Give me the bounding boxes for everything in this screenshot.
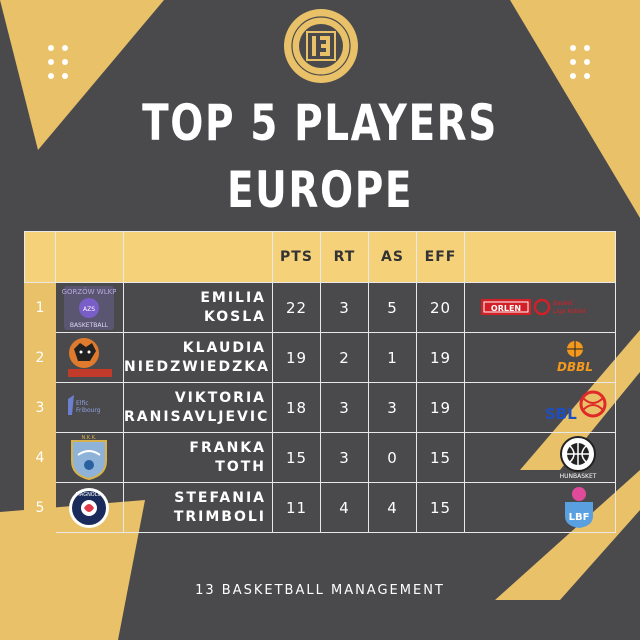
header-eff: EFF xyxy=(416,231,465,283)
pts-cell: 11 xyxy=(272,482,321,533)
title-line-2: EUROPE xyxy=(226,161,414,219)
svg-text:AZS: AZS xyxy=(83,306,95,313)
table-row: 1 GORZÓW WLKP AZS BASKETBALL EMILIA KOSL… xyxy=(24,282,616,333)
dbbl-logo: DBBL xyxy=(557,341,593,374)
svg-text:Liga Kobiet: Liga Kobiet xyxy=(553,308,587,315)
svg-text:N.K.K.: N.K.K. xyxy=(81,435,96,441)
header-blank xyxy=(123,231,273,283)
13-basketball-logo-icon xyxy=(284,9,358,83)
eff-cell: 20 xyxy=(416,282,465,333)
sbl-logo: SBL xyxy=(545,390,607,423)
rank-cell: 1 xyxy=(24,282,56,333)
as-cell: 1 xyxy=(368,332,417,383)
svg-text:HUNBASKET: HUNBASKET xyxy=(560,473,597,480)
svg-text:GORZÓW WLKP: GORZÓW WLKP xyxy=(62,287,116,296)
table-header: PTS RT AS EFF xyxy=(24,231,616,283)
eff-cell: 15 xyxy=(416,482,465,533)
as-cell: 3 xyxy=(368,382,417,433)
dots-decoration-right xyxy=(570,45,590,79)
svg-text:LBF: LBF xyxy=(569,512,590,523)
player-last-name: NIEDZWIEDZKA xyxy=(124,358,270,375)
title-line-1: TOP 5 PLAYERS xyxy=(142,94,498,152)
player-first-name: FRANKA xyxy=(189,439,266,456)
pts-cell: 15 xyxy=(272,432,321,483)
header-blank xyxy=(24,231,56,283)
player-last-name: TOTH xyxy=(215,458,266,475)
magnolia-campobasso-badge: MAGNOLIA xyxy=(69,488,109,528)
table-row: 3 Elfic Fribourg VIKTORIA RANISAVLJEVIC … xyxy=(24,382,616,433)
hunbasket-logo: HUNBASKET xyxy=(560,436,597,480)
rt-cell: 4 xyxy=(320,482,369,533)
svg-text:Elfic: Elfic xyxy=(76,400,89,407)
header-pts: PTS xyxy=(272,231,321,283)
footer-brand: 13 BASKETBALL MANAGEMENT xyxy=(195,583,445,598)
table-row: 4 N.K.K. FRANKA TOTH 15 3 0 15 xyxy=(24,432,616,483)
svg-text:Fribourg: Fribourg xyxy=(76,407,101,414)
rank-cell: 3 xyxy=(24,382,56,433)
header-blank xyxy=(464,231,616,283)
dots-decoration-left xyxy=(48,45,68,79)
header-as: AS xyxy=(368,231,417,283)
header-rt: RT xyxy=(320,231,369,283)
svg-text:MAGNOLIA: MAGNOLIA xyxy=(76,492,103,498)
lbf-logo: LBF xyxy=(565,487,593,528)
svg-text:BASKETBALL: BASKETBALL xyxy=(70,322,109,329)
player-last-name: KOSLA xyxy=(204,308,266,325)
rt-cell: 3 xyxy=(320,432,369,483)
svg-text:SBL: SBL xyxy=(545,405,577,423)
player-last-name: RANISAVLJEVIC xyxy=(124,408,270,425)
eff-cell: 15 xyxy=(416,432,465,483)
rank-cell: 4 xyxy=(24,432,56,483)
header-blank xyxy=(55,231,124,283)
rt-cell: 3 xyxy=(320,382,369,433)
table-row: 2 KLAUDIA NIEDZWIEDZKA 19 2 1 19 xyxy=(24,332,616,383)
as-cell: 4 xyxy=(368,482,417,533)
pts-cell: 19 xyxy=(272,332,321,383)
players-table: PTS RT AS EFF 1 GORZÓW WLKP AZS BASKETBA… xyxy=(24,231,616,533)
orlen-basket-liga-kobiet-logo: ORLEN Basket Liga Kobiet xyxy=(481,298,587,316)
rank-cell: 2 xyxy=(24,332,56,383)
eff-cell: 19 xyxy=(416,332,465,383)
table-row: 5 MAGNOLIA STEFANIA TRIMBOLI 11 4 4 15 xyxy=(24,482,616,533)
gorzow-club-badge: GORZÓW WLKP AZS BASKETBALL xyxy=(62,286,116,330)
rt-cell: 2 xyxy=(320,332,369,383)
nkk-shield-badge: N.K.K. xyxy=(71,435,107,481)
rt-cell: 3 xyxy=(320,282,369,333)
pts-cell: 22 xyxy=(272,282,321,333)
player-last-name: TRIMBOLI xyxy=(173,508,266,525)
svg-text:Basket: Basket xyxy=(553,300,574,307)
eff-cell: 19 xyxy=(416,382,465,433)
elfic-fribourg-badge: Elfic Fribourg xyxy=(68,395,101,415)
rank-cell: 5 xyxy=(24,482,56,533)
player-first-name: EMILIA xyxy=(200,289,266,306)
svg-text:ORLEN: ORLEN xyxy=(491,304,521,313)
panther-club-badge xyxy=(68,338,112,377)
player-first-name: VIKTORIA xyxy=(174,389,266,406)
as-cell: 5 xyxy=(368,282,417,333)
pts-cell: 18 xyxy=(272,382,321,433)
player-first-name: STEFANIA xyxy=(174,489,266,506)
as-cell: 0 xyxy=(368,432,417,483)
svg-text:DBBL: DBBL xyxy=(557,360,593,374)
player-first-name: KLAUDIA xyxy=(182,339,266,356)
